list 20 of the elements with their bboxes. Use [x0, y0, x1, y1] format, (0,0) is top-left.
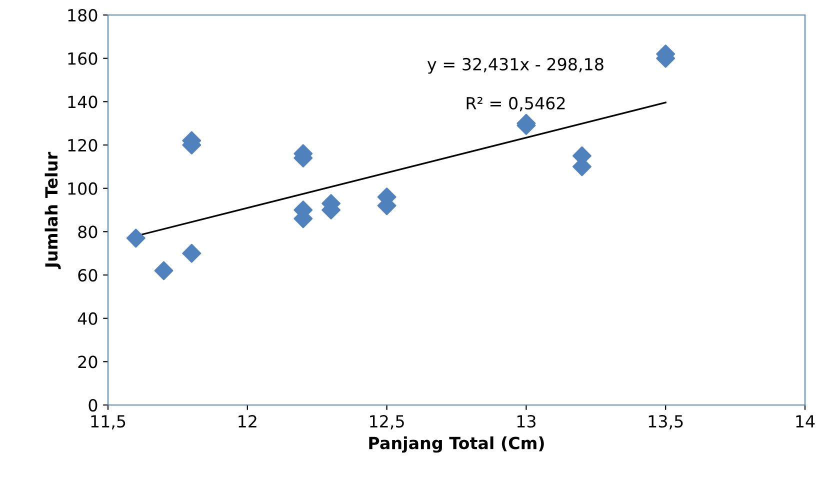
y-tick-label: 120: [68, 138, 98, 152]
annotation: y = 32,431x - 298,18: [427, 58, 604, 74]
y-tick-label: 180: [68, 8, 98, 22]
y-tick-label: 100: [68, 182, 98, 195]
y-tick-label: 80: [78, 226, 98, 238]
x-tick-label: 12,5: [370, 415, 404, 430]
x-tick-label: 11,5: [91, 415, 126, 430]
y-tick-label: 0: [88, 398, 98, 412]
x-tick-label: 14: [796, 415, 815, 428]
x-tick-label: 13,5: [648, 415, 683, 430]
x-axis-title: Panjang Total (Cm): [369, 436, 544, 453]
y-tick-label: 20: [78, 356, 98, 368]
y-axis-title: Jumlah Telur: [44, 152, 61, 270]
annotation: R² = 0,5462: [466, 96, 565, 112]
x-tick-label: 12: [238, 415, 256, 428]
y-tick-label: 160: [68, 52, 98, 65]
y-tick-label: 140: [68, 96, 98, 108]
x-tick-label: 13: [517, 415, 536, 428]
y-tick-label: 60: [78, 268, 98, 282]
y-tick-label: 40: [78, 312, 98, 325]
